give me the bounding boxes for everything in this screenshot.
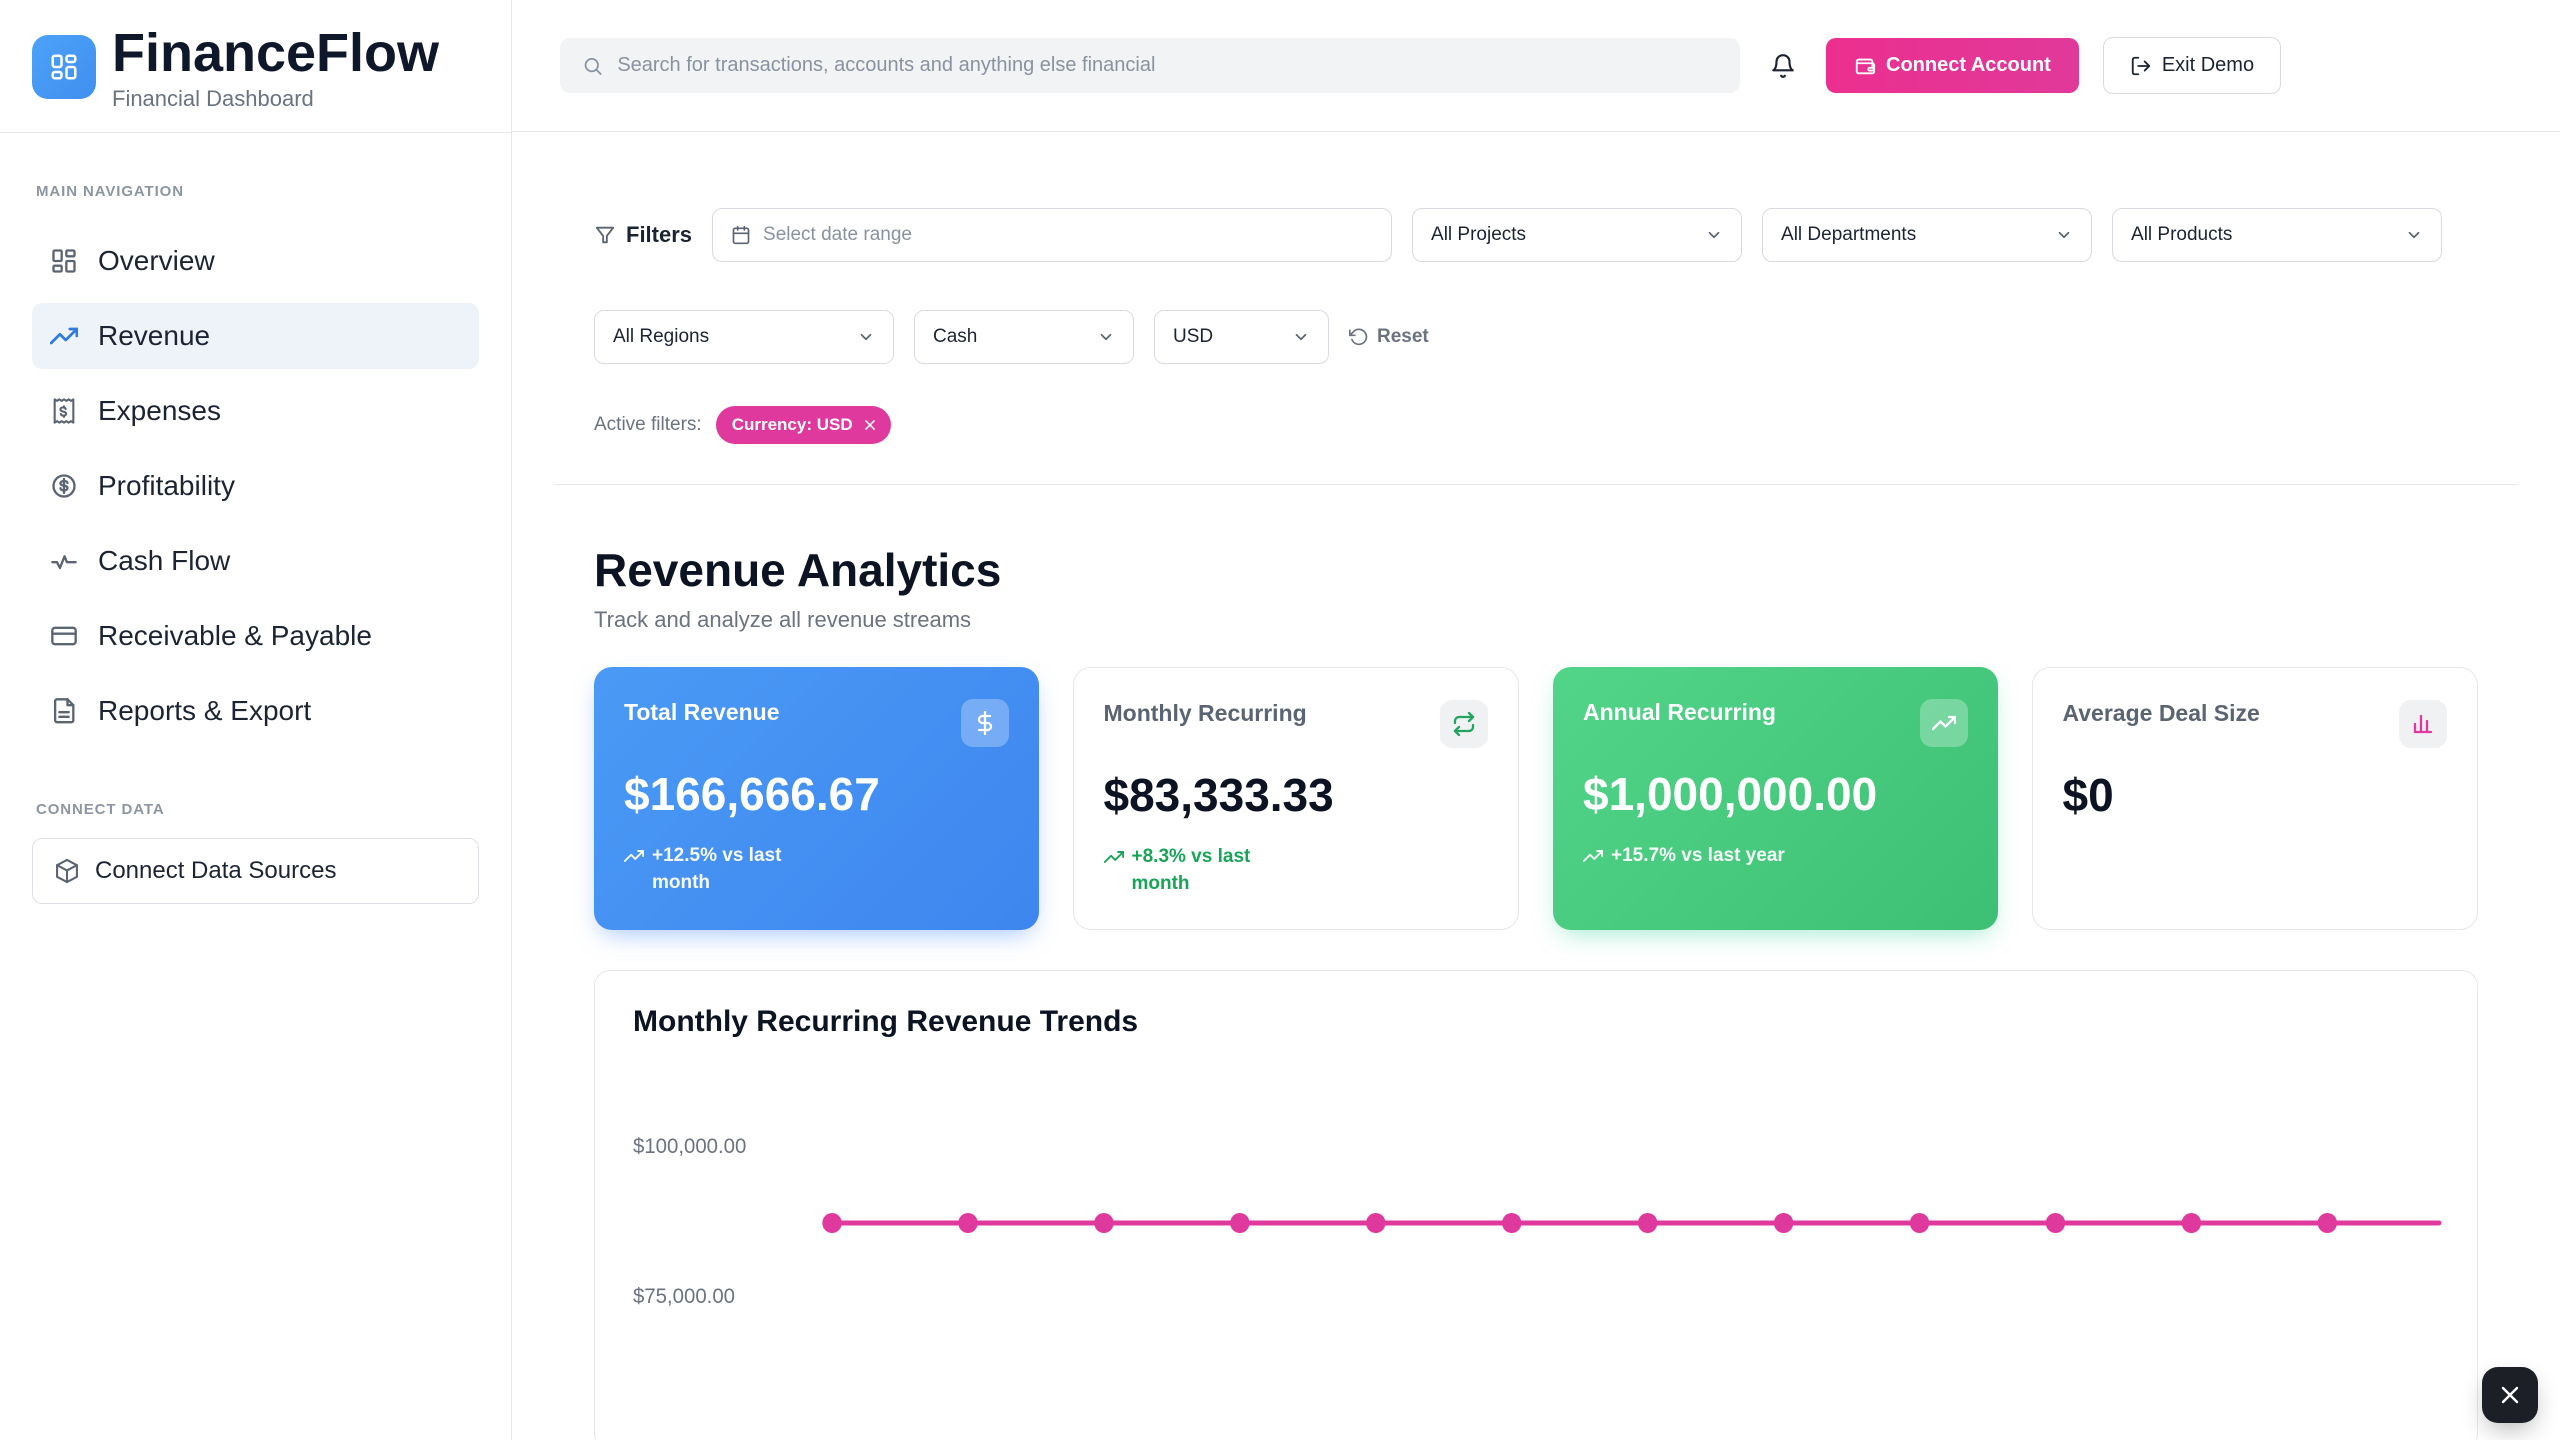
- svg-text:$100,000.00: $100,000.00: [633, 1135, 746, 1158]
- svg-text:$75,000.00: $75,000.00: [633, 1285, 735, 1308]
